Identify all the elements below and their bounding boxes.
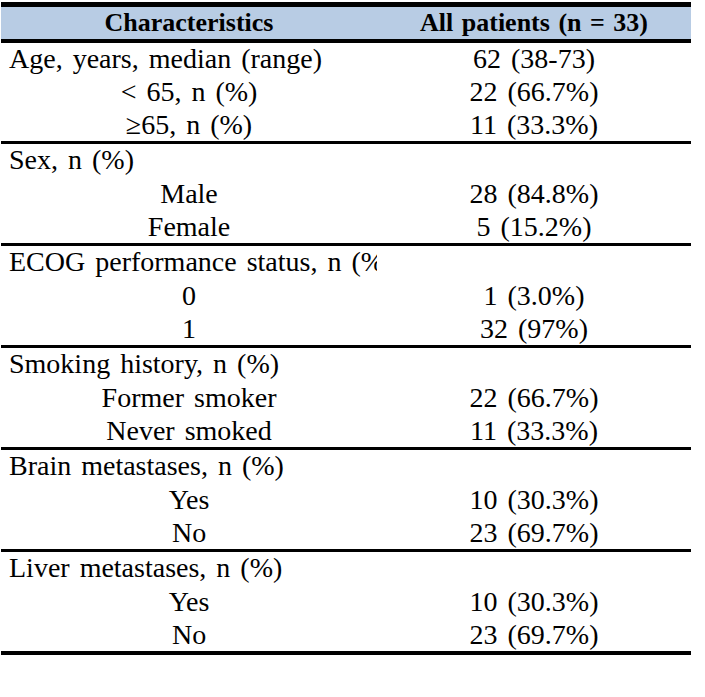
table-row: Smoking history, n (%) <box>1 347 691 381</box>
table-row: 0 1 (3.0%) <box>1 279 691 313</box>
row-label: 0 <box>1 279 377 313</box>
row-value: 23 (69.7%) <box>377 619 691 653</box>
row-label: Yes <box>1 585 377 619</box>
table-row: Liver metastases, n (%) <box>1 551 691 585</box>
row-value: 22 (66.7%) <box>377 381 691 415</box>
table-row: Sex, n (%) <box>1 143 691 177</box>
row-value: 22 (66.7%) <box>377 75 691 109</box>
row-label: ECOG performance status, n (%) <box>1 245 377 279</box>
table-row: Brain metastases, n (%) <box>1 449 691 483</box>
row-value: 5 (15.2%) <box>377 211 691 245</box>
table-row: Former smoker 22 (66.7%) <box>1 381 691 415</box>
table-row: No 23 (69.7%) <box>1 619 691 653</box>
section-smoking: Smoking history, n (%) Former smoker 22 … <box>1 347 691 449</box>
row-label: No <box>1 619 377 653</box>
row-label: Female <box>1 211 377 245</box>
page: Characteristics All patients (n = 33) Ag… <box>0 0 705 655</box>
patient-characteristics-table: Characteristics All patients (n = 33) Ag… <box>1 2 691 655</box>
table-row: ECOG performance status, n (%) <box>1 245 691 279</box>
header-all-patients: All patients (n = 33) <box>377 5 691 41</box>
row-label: Age, years, median (range) <box>1 41 377 75</box>
row-label: No <box>1 517 377 551</box>
table-row: No 23 (69.7%) <box>1 517 691 551</box>
row-label: Former smoker <box>1 381 377 415</box>
row-value: 62 (38-73) <box>377 41 691 75</box>
table-row: ≥65, n (%) 11 (33.3%) <box>1 109 691 143</box>
section-ecog: ECOG performance status, n (%) 0 1 (3.0%… <box>1 245 691 347</box>
row-label: < 65, n (%) <box>1 75 377 109</box>
row-value <box>377 347 691 381</box>
section-age: Age, years, median (range) 62 (38-73) < … <box>1 41 691 143</box>
table-header-row: Characteristics All patients (n = 33) <box>1 5 691 41</box>
section-liver-metastases: Liver metastases, n (%) Yes 10 (30.3%) N… <box>1 551 691 653</box>
row-label: Sex, n (%) <box>1 143 377 177</box>
row-label: Male <box>1 177 377 211</box>
row-value: 11 (33.3%) <box>377 415 691 449</box>
row-value: 10 (30.3%) <box>377 483 691 517</box>
row-value: 32 (97%) <box>377 313 691 347</box>
row-value <box>377 551 691 585</box>
table-row: Female 5 (15.2%) <box>1 211 691 245</box>
section-sex: Sex, n (%) Male 28 (84.8%) Female 5 (15.… <box>1 143 691 245</box>
row-value <box>377 143 691 177</box>
row-value <box>377 449 691 483</box>
table-row: Yes 10 (30.3%) <box>1 483 691 517</box>
header-characteristics: Characteristics <box>1 5 377 41</box>
table-row: Male 28 (84.8%) <box>1 177 691 211</box>
row-label: Brain metastases, n (%) <box>1 449 377 483</box>
table-row: Yes 10 (30.3%) <box>1 585 691 619</box>
row-value <box>377 245 691 279</box>
row-label: 1 <box>1 313 377 347</box>
table-row: < 65, n (%) 22 (66.7%) <box>1 75 691 109</box>
row-label: Yes <box>1 483 377 517</box>
row-label: ≥65, n (%) <box>1 109 377 143</box>
section-brain-metastases: Brain metastases, n (%) Yes 10 (30.3%) N… <box>1 449 691 551</box>
table-row: Age, years, median (range) 62 (38-73) <box>1 41 691 75</box>
row-value: 1 (3.0%) <box>377 279 691 313</box>
row-value: 28 (84.8%) <box>377 177 691 211</box>
row-label: Never smoked <box>1 415 377 449</box>
row-label: Liver metastases, n (%) <box>1 551 377 585</box>
row-value: 23 (69.7%) <box>377 517 691 551</box>
row-value: 10 (30.3%) <box>377 585 691 619</box>
row-label: Smoking history, n (%) <box>1 347 377 381</box>
row-value: 11 (33.3%) <box>377 109 691 143</box>
table-row: Never smoked 11 (33.3%) <box>1 415 691 449</box>
table-row: 1 32 (97%) <box>1 313 691 347</box>
